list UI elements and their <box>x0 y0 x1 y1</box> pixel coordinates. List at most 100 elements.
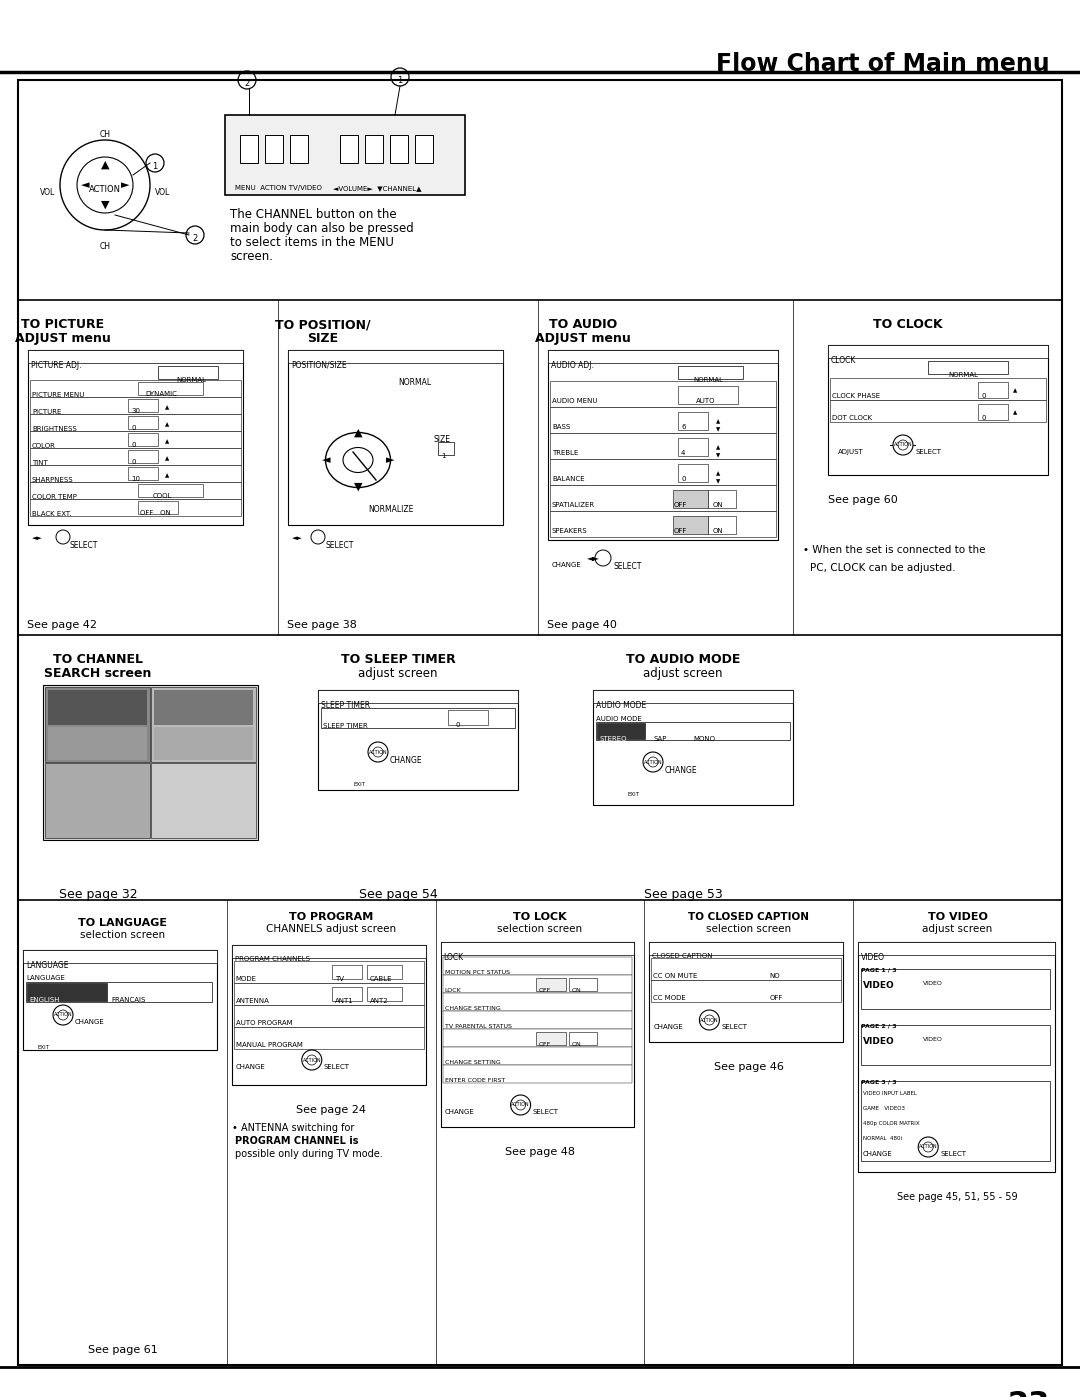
Text: SELECT: SELECT <box>70 541 98 550</box>
Text: See page 46: See page 46 <box>714 1062 784 1071</box>
Text: TV PARENTAL STATUS: TV PARENTAL STATUS <box>445 1024 512 1030</box>
Text: PAGE 1 / 3: PAGE 1 / 3 <box>861 967 896 972</box>
Text: 6: 6 <box>681 425 686 430</box>
Text: ON: ON <box>571 988 581 993</box>
Bar <box>288 351 503 363</box>
Text: ON: ON <box>713 528 724 534</box>
Bar <box>30 448 241 465</box>
Text: VOL: VOL <box>40 189 55 197</box>
Bar <box>30 397 241 414</box>
Text: ACTION: ACTION <box>89 184 121 194</box>
Text: OFF   ON: OFF ON <box>140 510 171 515</box>
Text: OFF: OFF <box>539 1042 551 1046</box>
Circle shape <box>923 1141 933 1153</box>
Text: SELECT: SELECT <box>326 541 354 550</box>
Bar <box>45 687 150 761</box>
Bar <box>367 965 402 979</box>
Text: ▲: ▲ <box>165 422 170 427</box>
Bar <box>265 136 283 163</box>
Text: OFF: OFF <box>674 528 687 534</box>
Text: See page 40: See page 40 <box>546 620 617 630</box>
Text: COOL: COOL <box>153 493 173 499</box>
Bar <box>138 502 178 514</box>
Text: ▲: ▲ <box>165 455 170 461</box>
Text: CHANGE: CHANGE <box>235 1065 266 1070</box>
Text: CHANGE: CHANGE <box>653 1024 684 1030</box>
Bar <box>548 351 778 541</box>
Text: TO SLEEP TIMER: TO SLEEP TIMER <box>340 652 456 666</box>
Bar <box>233 961 423 983</box>
Text: OFF: OFF <box>539 988 551 993</box>
Text: ▲: ▲ <box>165 405 170 409</box>
Text: selection screen: selection screen <box>498 923 582 935</box>
Text: VIDEO: VIDEO <box>923 1037 943 1042</box>
Bar <box>23 950 217 1051</box>
Text: TO LANGUAGE: TO LANGUAGE <box>78 918 167 928</box>
Text: VIDEO: VIDEO <box>863 1037 895 1046</box>
Text: See page 45, 51, 55 - 59: See page 45, 51, 55 - 59 <box>897 1192 1018 1201</box>
Text: ACTION: ACTION <box>54 1013 72 1017</box>
Bar <box>441 942 634 956</box>
Text: adjust screen: adjust screen <box>644 666 723 680</box>
Text: CC ON MUTE: CC ON MUTE <box>653 972 698 979</box>
Text: ▲: ▲ <box>716 419 720 425</box>
Text: ▲: ▲ <box>100 161 109 170</box>
Bar <box>859 942 1055 1172</box>
Text: CC MODE: CC MODE <box>653 995 686 1002</box>
Bar <box>232 944 426 958</box>
Text: MOTION PCT STATUS: MOTION PCT STATUS <box>445 970 510 975</box>
Text: See page 54: See page 54 <box>359 888 437 901</box>
Text: 2: 2 <box>192 235 198 243</box>
Bar <box>438 441 454 455</box>
Bar <box>288 351 503 525</box>
Text: OFF: OFF <box>674 502 687 509</box>
Text: NORMAL: NORMAL <box>948 372 978 379</box>
Circle shape <box>704 1016 714 1025</box>
Bar <box>318 690 518 789</box>
Bar <box>151 763 256 838</box>
Text: VIDEO: VIDEO <box>861 953 886 963</box>
Bar <box>129 467 158 481</box>
Bar <box>441 942 634 1127</box>
Text: to select items in the MENU: to select items in the MENU <box>230 236 394 249</box>
Text: VIDEO INPUT LABEL: VIDEO INPUT LABEL <box>863 1091 917 1097</box>
Text: ACTION: ACTION <box>919 1144 937 1150</box>
Bar <box>129 400 158 412</box>
Text: ACTION: ACTION <box>700 1017 718 1023</box>
Text: COLOR TEMP: COLOR TEMP <box>32 495 77 500</box>
Circle shape <box>515 1099 526 1111</box>
Bar <box>27 983 107 1002</box>
Text: SELECT: SELECT <box>941 1151 967 1157</box>
Bar <box>138 381 203 395</box>
Text: 23: 23 <box>1008 1390 1050 1397</box>
Bar <box>129 450 158 462</box>
Text: FRANCAIS: FRANCAIS <box>111 997 146 1003</box>
Text: NORMAL  480i: NORMAL 480i <box>863 1136 902 1141</box>
Text: ADJUST menu: ADJUST menu <box>535 332 631 345</box>
Text: ◄►: ◄► <box>32 535 43 541</box>
Text: The CHANNEL button on the: The CHANNEL button on the <box>230 208 396 221</box>
Bar <box>928 360 1008 374</box>
Text: MODE: MODE <box>235 977 257 982</box>
Text: ▲: ▲ <box>165 439 170 444</box>
Bar <box>548 351 778 363</box>
Text: CHANGE: CHANGE <box>862 1151 892 1157</box>
Text: 2: 2 <box>244 80 249 88</box>
Text: ▲: ▲ <box>716 446 720 450</box>
Bar <box>415 136 433 163</box>
Bar <box>321 708 515 728</box>
Text: 1: 1 <box>152 162 158 170</box>
Text: ADJUST: ADJUST <box>838 448 864 455</box>
Text: selection screen: selection screen <box>706 923 792 935</box>
Text: PC, CLOCK can be adjusted.: PC, CLOCK can be adjusted. <box>810 563 956 573</box>
Bar <box>861 1081 1050 1161</box>
Bar <box>597 724 645 739</box>
Text: ►: ► <box>386 455 394 465</box>
Bar <box>443 975 633 993</box>
Bar <box>550 460 777 485</box>
Text: SPATIALIZER: SPATIALIZER <box>552 502 595 509</box>
Text: 4: 4 <box>681 450 686 455</box>
Bar <box>365 136 383 163</box>
Text: CHANGE: CHANGE <box>665 766 698 775</box>
Bar <box>367 988 402 1002</box>
